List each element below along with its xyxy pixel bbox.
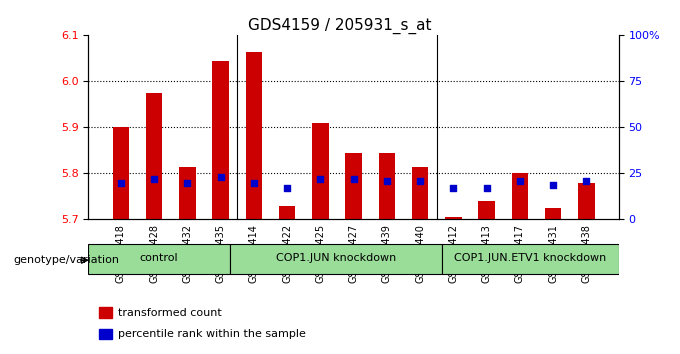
Text: genotype/variation: genotype/variation (14, 255, 120, 265)
Bar (146, 93, 163, 219)
Bar (478, 201, 495, 219)
Point (248, 180, 259, 185)
Text: COP1.JUN knockdown: COP1.JUN knockdown (276, 253, 396, 263)
FancyBboxPatch shape (88, 244, 230, 274)
Point (581, 178, 592, 184)
Bar (511, 173, 528, 219)
Bar (112, 127, 129, 219)
Point (116, 180, 126, 185)
FancyBboxPatch shape (442, 244, 619, 274)
Bar (179, 166, 196, 219)
Point (282, 185, 292, 191)
Point (448, 185, 459, 191)
Bar (412, 166, 428, 219)
Text: COP1.JUN.ETV1 knockdown: COP1.JUN.ETV1 knockdown (454, 253, 607, 263)
Point (315, 176, 326, 182)
Text: transformed count: transformed count (118, 308, 221, 318)
Bar (245, 51, 262, 219)
Point (381, 178, 392, 184)
Bar (545, 208, 562, 219)
Point (547, 182, 558, 187)
Point (515, 178, 526, 184)
Point (149, 176, 160, 182)
Point (215, 174, 226, 180)
Point (348, 176, 359, 182)
FancyBboxPatch shape (230, 244, 442, 274)
Bar (312, 123, 328, 219)
Text: control: control (140, 253, 178, 263)
Text: percentile rank within the sample: percentile rank within the sample (118, 329, 305, 339)
Text: GDS4159 / 205931_s_at: GDS4159 / 205931_s_at (248, 18, 432, 34)
Bar (279, 206, 295, 219)
Point (182, 180, 192, 185)
Bar (99, 329, 112, 339)
Point (481, 185, 492, 191)
Bar (212, 61, 229, 219)
Bar (379, 153, 395, 219)
Bar (445, 217, 462, 219)
Bar (578, 183, 595, 219)
Bar (99, 307, 112, 318)
Point (415, 178, 426, 184)
Bar (345, 153, 362, 219)
